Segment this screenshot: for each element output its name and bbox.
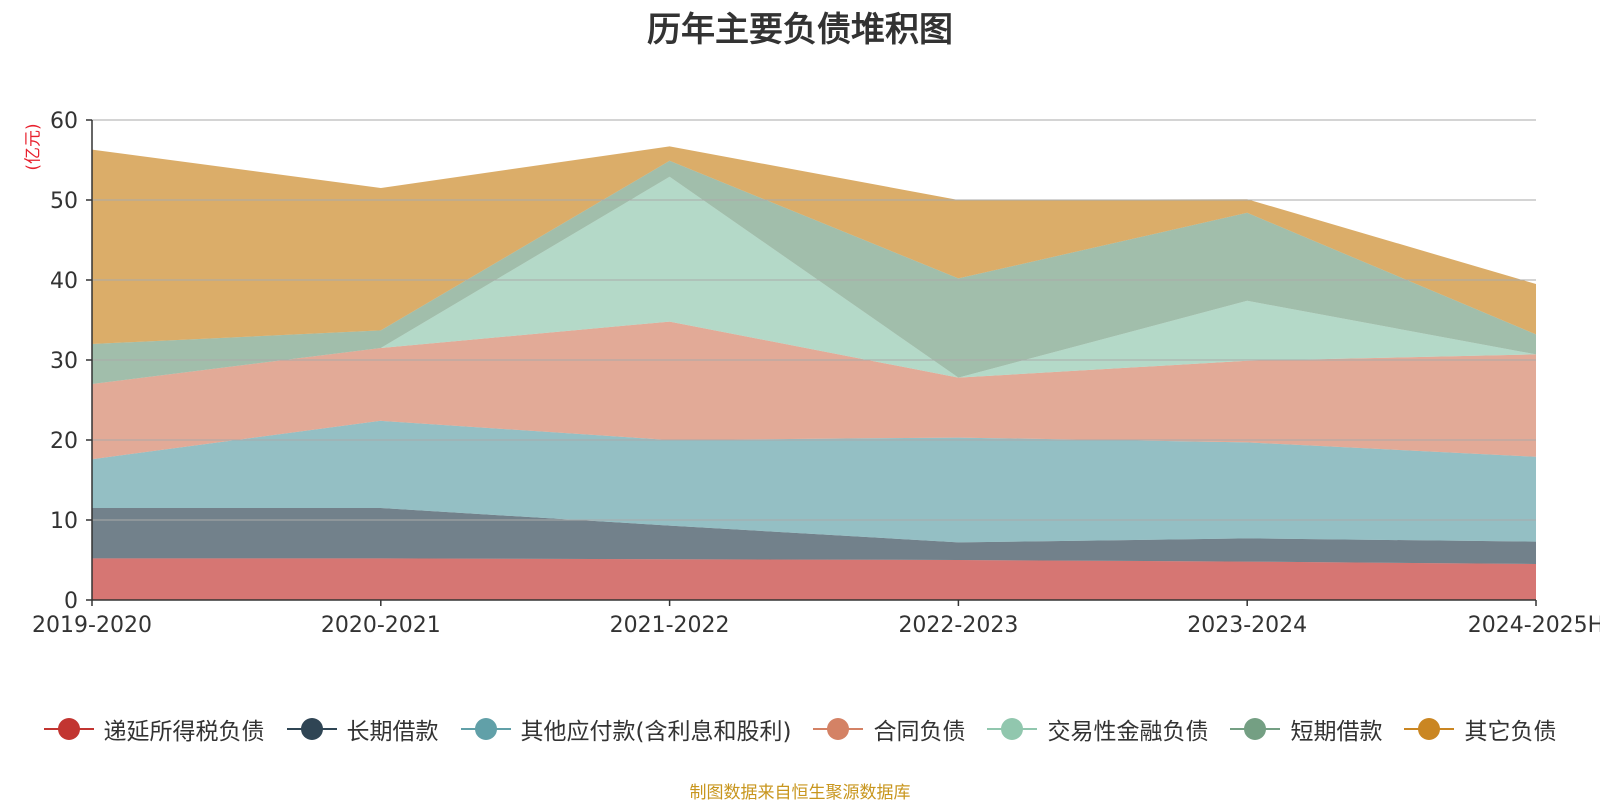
y-tick-label: 0 <box>64 589 78 614</box>
legend-item-6[interactable]: 短期借款 <box>1230 712 1382 746</box>
legend-marker-icon <box>43 715 94 743</box>
y-tick-label: 20 <box>50 429 78 454</box>
legend-item-1[interactable]: 递延所得税负债 <box>43 712 265 746</box>
legend-label: 其他应付款(含利息和股利) <box>520 719 792 745</box>
legend-marker-icon <box>813 715 864 743</box>
legend-item-7[interactable]: 其它负债 <box>1404 712 1556 746</box>
y-tick-label: 40 <box>50 269 78 294</box>
area-series-2 <box>92 508 1536 564</box>
x-tick-label: 2022-2023 <box>898 613 1018 638</box>
x-tick-label: 2019-2020 <box>32 613 152 638</box>
data-source-note: 制图数据来自恒生聚源数据库 <box>689 783 911 803</box>
legend-label: 短期借款 <box>1290 719 1383 745</box>
stacked-area-chart: 0 10 20 30 40 50 60 2019-2020 2020-2021 2021-2022… <box>32 109 1600 638</box>
legend-item-4[interactable]: 合同负债 <box>813 712 965 746</box>
y-tick-label: 30 <box>50 349 78 374</box>
legend-marker-icon <box>286 715 337 743</box>
y-tick-label: 10 <box>50 509 78 534</box>
legend-label: 合同负债 <box>873 719 966 745</box>
legend: 递延所得税负债 长期借款 其他应付款(含利息和股利) 合同负债 交易性金融负债 短期借款 其… <box>0 712 1600 746</box>
area-series-1 <box>92 558 1536 600</box>
y-tick-label: 60 <box>50 109 78 134</box>
legend-label: 其它负债 <box>1464 719 1557 745</box>
legend-label: 长期借款 <box>346 719 439 745</box>
legend-item-2[interactable]: 长期借款 <box>286 712 439 746</box>
legend-label: 交易性金融负债 <box>1047 719 1209 745</box>
legend-marker-icon <box>987 715 1038 743</box>
chart-title: 历年主要负债堆积图 <box>647 10 953 50</box>
x-tick-label: 2023-2024 <box>1187 613 1307 638</box>
area-series-6 <box>92 160 1536 384</box>
area-series-3 <box>92 420 1536 543</box>
area-series-7 <box>92 146 1536 344</box>
area-series-4 <box>92 321 1536 460</box>
legend-item-3[interactable]: 其他应付款(含利息和股利) <box>460 712 792 746</box>
legend-marker-icon <box>1404 715 1455 743</box>
legend-label: 递延所得税负债 <box>103 719 265 745</box>
x-tick-label: 2021-2022 <box>610 613 730 638</box>
x-tick-label: 2020-2021 <box>321 613 441 638</box>
legend-marker-icon <box>460 715 511 743</box>
x-tick-label: 2024-2025H <box>1468 613 1600 638</box>
y-tick-label: 50 <box>50 189 78 214</box>
legend-marker-icon <box>1230 715 1281 743</box>
legend-item-5[interactable]: 交易性金融负债 <box>987 712 1208 746</box>
